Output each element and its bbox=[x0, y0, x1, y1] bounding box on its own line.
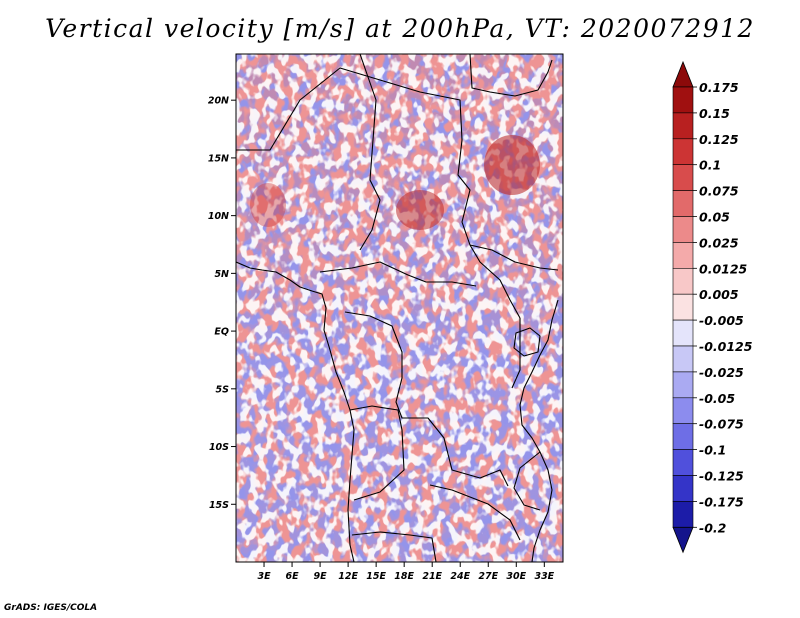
colorbar-label: -0.1 bbox=[699, 443, 726, 458]
colorbar-label: -0.0125 bbox=[699, 339, 753, 354]
colorbar-box bbox=[672, 501, 694, 528]
colorbar-box bbox=[672, 319, 694, 347]
lake-victoria bbox=[513, 327, 541, 357]
colorbar-box bbox=[672, 242, 694, 269]
colorbar: 0.175 0.15 0.125 0.1 0.075 0.05 0.025 0.0125 0.0… bbox=[672, 60, 753, 554]
colorbar-box bbox=[672, 293, 694, 321]
lon-tick-label: 24E bbox=[450, 571, 470, 582]
map-frame bbox=[235, 53, 564, 563]
colorbar-label: 0.005 bbox=[699, 287, 739, 302]
colorbar-box bbox=[672, 475, 694, 502]
lat-tick-label: 15N bbox=[208, 153, 229, 164]
colorbar-label: -0.025 bbox=[699, 365, 744, 380]
latitude-axis: 20N 15N 10N 5N EQ 5S 10S 15S bbox=[208, 96, 236, 511]
colorbar-label: -0.075 bbox=[699, 417, 744, 432]
lon-tick-label: 27E bbox=[478, 571, 498, 582]
border-north-1 bbox=[236, 67, 521, 319]
velocity-field bbox=[236, 54, 563, 562]
lon-tick-label: 15E bbox=[366, 571, 386, 582]
updraft-core-sudan bbox=[484, 135, 540, 195]
border-congo-drc bbox=[344, 311, 509, 487]
red-sea-coast bbox=[469, 54, 553, 97]
colorbar-label: 0.075 bbox=[699, 184, 739, 199]
colorbar-box bbox=[672, 267, 694, 295]
colorbar-label: 0.1 bbox=[699, 158, 721, 173]
lat-tick-label: 10S bbox=[209, 442, 229, 453]
colorbar-box bbox=[672, 138, 694, 166]
colorbar-box bbox=[672, 345, 694, 373]
colorbar-label: 0.175 bbox=[699, 80, 739, 95]
lon-tick-label: 30E bbox=[506, 571, 526, 582]
map-title: Vertical velocity [m/s] at 200hPa, VT: 2… bbox=[45, 14, 755, 43]
border-east-1 bbox=[469, 244, 559, 271]
colorbar-box bbox=[672, 397, 694, 424]
colorbar-box bbox=[672, 190, 694, 217]
lat-tick-label: 5S bbox=[216, 384, 230, 395]
colorbar-label: 0.025 bbox=[699, 235, 739, 250]
colorbar-box bbox=[672, 449, 694, 476]
lon-tick-label: 3E bbox=[257, 571, 271, 582]
border-angola bbox=[349, 405, 405, 501]
lat-tick-label: EQ bbox=[214, 327, 229, 338]
lon-tick-label: 21E bbox=[422, 571, 442, 582]
lat-tick-label: 20N bbox=[208, 96, 229, 107]
colorbar-box bbox=[672, 371, 694, 399]
updraft-core-west bbox=[250, 183, 286, 227]
colorbar-label: -0.05 bbox=[699, 391, 735, 406]
border-east-2 bbox=[511, 318, 521, 389]
border-north-2 bbox=[359, 54, 381, 251]
colorbar-label: 0.0125 bbox=[699, 261, 748, 276]
colorbar-over-arrow bbox=[672, 60, 694, 88]
border-namibia bbox=[351, 531, 437, 562]
lon-tick-label: 18E bbox=[394, 571, 414, 582]
border-zambia bbox=[429, 484, 521, 541]
coastline-east-africa bbox=[519, 299, 559, 562]
colorbar-under-arrow bbox=[672, 526, 694, 554]
lat-tick-label: 15S bbox=[209, 500, 229, 511]
lon-tick-label: 33E bbox=[534, 571, 554, 582]
colorbar-box bbox=[672, 112, 694, 140]
border-mozambique bbox=[513, 451, 541, 511]
colorbar-label: -0.125 bbox=[699, 469, 744, 484]
lon-tick-label: 12E bbox=[338, 571, 358, 582]
lat-tick-label: 10N bbox=[208, 211, 229, 222]
colorbar-label: 0.15 bbox=[699, 106, 730, 121]
colorbar-label: 0.125 bbox=[699, 132, 739, 147]
colorbar-box bbox=[672, 164, 694, 191]
longitude-axis: 3E 6E 9E 12E 15E 18E 21E 24E 27E 30E 33E bbox=[257, 562, 555, 582]
coastlines-and-borders bbox=[236, 54, 559, 562]
colorbar-label: -0.005 bbox=[699, 313, 744, 328]
lon-tick-label: 6E bbox=[286, 571, 300, 582]
colorbar-label: 0.05 bbox=[699, 210, 730, 225]
coastline-west-africa bbox=[236, 261, 355, 562]
grads-credit: GrADS: IGES/COLA bbox=[4, 603, 98, 613]
colorbar-box bbox=[672, 423, 694, 450]
updraft-core-chad bbox=[396, 190, 444, 230]
colorbar-box bbox=[672, 86, 694, 114]
lat-tick-label: 5N bbox=[214, 269, 229, 280]
colorbar-label: -0.2 bbox=[699, 520, 726, 535]
colorbar-box bbox=[672, 216, 694, 243]
colorbar-label: -0.175 bbox=[699, 494, 744, 509]
border-chad-car bbox=[319, 261, 477, 287]
lon-tick-label: 9E bbox=[314, 571, 328, 582]
